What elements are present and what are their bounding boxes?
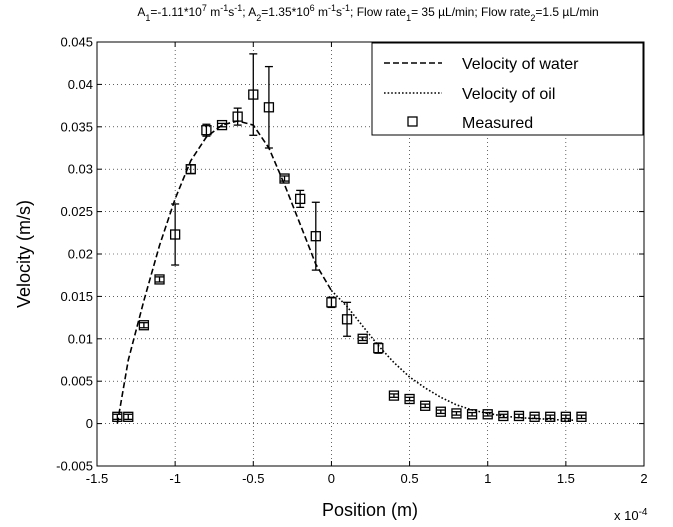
measured-point — [373, 342, 384, 354]
measured-point — [498, 410, 509, 422]
measured-point — [169, 229, 181, 240]
measured-point — [248, 89, 259, 100]
y-tick-label: 0.005 — [60, 374, 93, 389]
measured-point — [357, 333, 368, 344]
y-axis-label: Velocity (m/s) — [14, 200, 34, 308]
legend-water-label: Velocity of water — [462, 56, 579, 73]
y-tick-labels: -0.005 0 0.005 0.01 0.015 0.02 0.025 0.03 0.035 0… — [56, 35, 93, 474]
x-tick-label: 0 — [328, 471, 335, 486]
plot-frame — [96, 41, 645, 467]
x-tick-label: 0.5 — [401, 471, 419, 486]
measured-point — [123, 411, 134, 422]
measured-point — [263, 102, 275, 113]
chart-title: A1=-1.11*107 m-1s-1; A2=1.35*106 m-1s-1;… — [137, 3, 598, 23]
measured-point — [341, 314, 353, 325]
measured-point — [201, 125, 212, 136]
x-tick-label: 1 — [484, 471, 491, 486]
measured-point — [513, 410, 525, 422]
measured-point — [326, 297, 337, 308]
measured-point — [216, 119, 228, 131]
measured-point — [232, 111, 243, 122]
x-tick-label: -0.5 — [242, 471, 264, 486]
y-tick-label: 0 — [86, 416, 93, 431]
measured-markers — [112, 53, 587, 422]
y-tick-label: 0.03 — [68, 162, 93, 177]
measured-point — [295, 193, 306, 205]
oil-velocity-line — [330, 289, 574, 421]
measured-point — [560, 411, 572, 422]
measured-point — [451, 408, 462, 419]
measured-point — [466, 409, 478, 420]
y-tick-label: 0.025 — [60, 204, 93, 219]
legend-measured-marker — [407, 116, 418, 127]
x-axis-label: Position (m) — [322, 500, 418, 520]
y-tick-label: -0.005 — [56, 459, 93, 474]
x-tick-label: 2 — [640, 471, 647, 486]
x-tick-label: -1 — [169, 471, 181, 486]
measured-point — [482, 409, 493, 420]
y-tick-label: 0.01 — [68, 331, 93, 346]
y-tick-label: 0.015 — [60, 289, 93, 304]
y-tick-label: 0.045 — [60, 35, 93, 50]
measured-point — [310, 231, 321, 242]
x-tick-label: 1.5 — [557, 471, 575, 486]
measured-point — [545, 411, 556, 422]
measured-point — [279, 173, 290, 184]
y-tick-label: 0.04 — [68, 77, 93, 92]
x-axis-multiplier: x 10-4 — [614, 507, 648, 524]
legend-measured-label: Measured — [462, 115, 533, 132]
legend: Velocity of water Velocity of oil Measur… — [371, 42, 644, 136]
measured-point — [420, 400, 431, 411]
water-velocity-line — [116, 120, 333, 424]
measured-point — [112, 411, 123, 422]
measured-point — [138, 320, 150, 331]
y-tick-label: 0.02 — [68, 247, 93, 262]
measured-point — [154, 274, 165, 285]
legend-oil-label: Velocity of oil — [462, 86, 555, 103]
x-tick-labels: -1.5 -1 -0.5 0 0.5 1 1.5 2 — [86, 471, 648, 486]
measured-point — [388, 390, 400, 401]
x-tick-label: -1.5 — [86, 471, 108, 486]
measured-point — [185, 164, 196, 175]
model-curves — [116, 120, 574, 424]
measured-point — [435, 406, 446, 417]
measured-point — [576, 411, 587, 422]
measured-point — [529, 411, 540, 422]
y-tick-label: 0.035 — [60, 119, 93, 134]
measured-point — [404, 393, 415, 405]
